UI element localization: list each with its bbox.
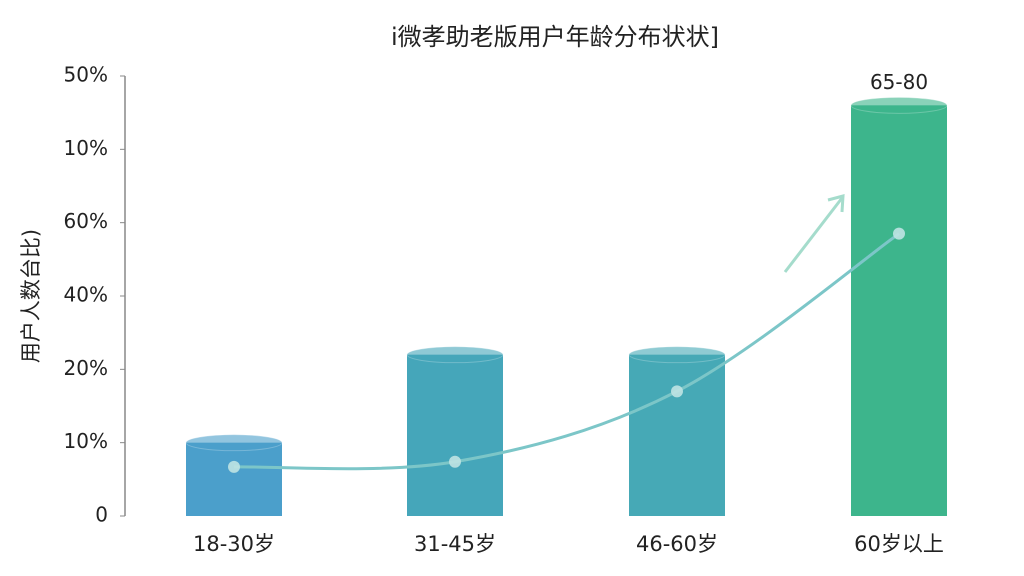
annotation: 65-80 <box>870 70 928 94</box>
y-tick-label: 50% <box>64 63 108 87</box>
chart-title: i微孝助老版用户年龄分布状状] <box>391 23 719 51</box>
bar-cap <box>628 346 726 364</box>
y-tick-label: 10% <box>64 429 108 453</box>
y-tick-label: 60% <box>64 209 108 233</box>
x-tick-label: 46-60岁 <box>636 532 718 556</box>
bar <box>851 105 947 516</box>
x-tick-label: 31-45岁 <box>414 532 496 556</box>
bar <box>407 354 503 516</box>
bar <box>629 354 725 516</box>
trend-point <box>671 385 683 398</box>
x-tick-label: 60岁以上 <box>854 532 944 556</box>
trend-line <box>233 232 900 471</box>
y-tick-label: 20% <box>64 356 108 380</box>
bar-cap <box>850 96 948 114</box>
bar-cap <box>185 434 283 452</box>
y-tick-label: 40% <box>64 283 108 307</box>
trend-point <box>449 455 461 468</box>
y-tick-label: 10% <box>64 136 108 160</box>
trend-point <box>893 227 905 240</box>
trend-point <box>228 460 240 473</box>
y-tick-label: 0 <box>95 503 108 527</box>
y-axis-label: 用户人数台比) <box>19 229 43 363</box>
decor-arrow <box>783 194 845 273</box>
x-tick-label: 18-30岁 <box>193 532 275 556</box>
bar-cap <box>406 346 504 364</box>
bar <box>186 442 282 516</box>
